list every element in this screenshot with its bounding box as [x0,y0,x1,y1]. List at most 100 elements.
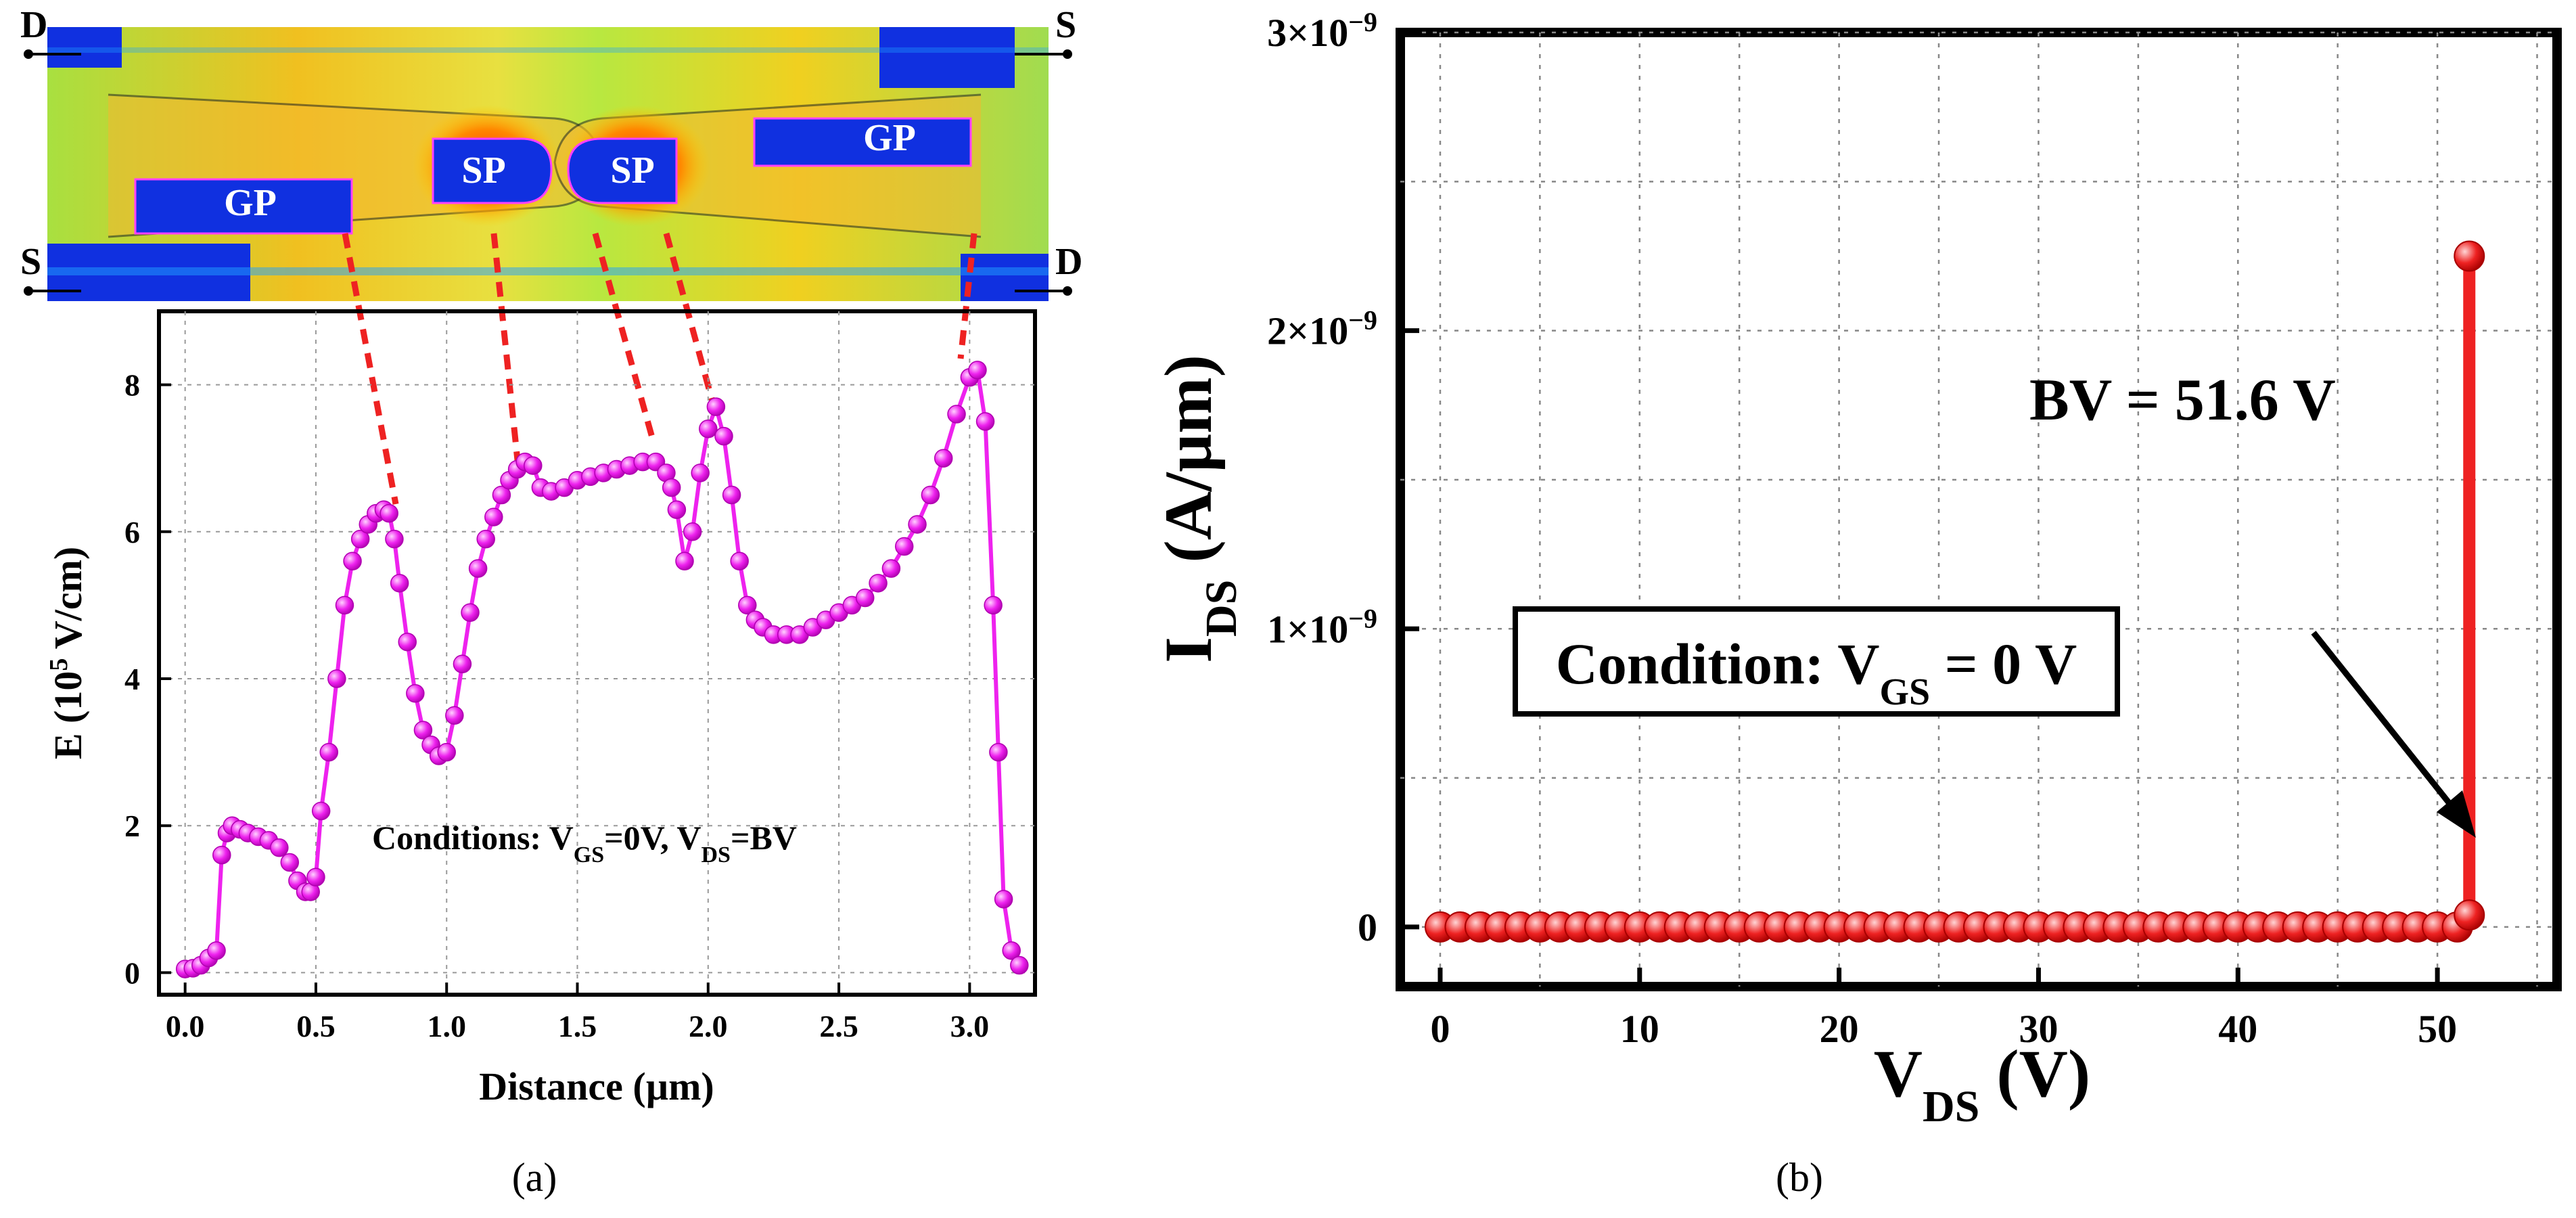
chart-a-ylabel: E (105 V/cm) [45,547,90,759]
chart-a-xlabel: Distance (µm) [479,1064,714,1108]
chart-a-point [738,595,757,615]
chart-b-ytick-label: 2×10−9 [1267,304,1377,353]
correlation-line-2 [490,233,521,461]
chart-b-xtick-label: 10 [1620,1007,1659,1051]
terminal-dot-tl [24,49,33,59]
chart-b-series-line [1440,256,2476,933]
chart-a-point [335,595,354,615]
pocket-gp-right [753,117,972,167]
chart-a-point [894,537,914,556]
chart-a-xtick-label: 3.0 [950,1009,990,1043]
chart-a-point [445,706,464,725]
chart-a-point [461,603,480,623]
chart-b-arrow-shaft [2311,631,2462,817]
bottom-right-contact [961,254,1049,301]
chart-a-point [714,426,733,446]
top-right-contact [879,27,1015,88]
chart-b-xtick-label: 20 [1820,1007,1859,1051]
chart-a-points [175,361,1029,978]
chart-a-ticks: 0.0 0.5 1.0 1.5 2.0 2.5 3.0 0 2 4 6 8 [124,368,989,1043]
chart-b-ytick-label: 0 [1358,905,1377,949]
chart-a-frame [157,309,1037,997]
chart-a-point [675,551,694,570]
chart-a-point [390,574,409,593]
chart-a-xtick-label: 0.0 [166,1009,205,1043]
chart-b-ytick-label: 1×10−9 [1267,603,1377,652]
chart-a-point [270,838,289,857]
chart-b-point [2454,240,2485,272]
chart-a-xtick-label: 0.5 [296,1009,336,1043]
chart-a-point [306,867,325,886]
pocket-label-gp-right: GP [863,117,916,159]
chart-a-xtick-label: 2.5 [819,1009,858,1043]
chart-a-point [994,890,1013,909]
chart-a-point [484,508,503,526]
chart-a-xtick-label: 1.0 [427,1009,466,1043]
chart-a-ytick-label: 4 [124,662,140,696]
chart-a-point [934,449,953,468]
chart-a-point [662,478,681,497]
chart-a-ytick-label: 6 [124,515,140,549]
chart-a-point [722,485,741,505]
chart-a-point [280,853,300,872]
chart-a-point [212,845,231,865]
pocket-label-gp-left: GP [224,182,277,224]
chart-a-point [311,801,331,821]
chart-a-point [921,485,940,505]
top-edge [47,47,1049,53]
chart-b-xtick-label: 30 [2019,1007,2058,1051]
chart-b-bv-annotation: BV = 51.6 V [2029,367,2336,433]
chart-a-point [908,515,927,534]
chart-b-xtick-label: 40 [2218,1007,2257,1051]
chart-a-ytick-label: 8 [124,368,140,403]
chart-b-condition-text: Condition: VGS = 0 V [1556,631,2077,713]
terminal-label-tr: S [1055,4,1076,46]
chart-a-point [398,632,417,652]
chart-a-point [699,420,718,438]
chart-a-point [730,551,749,570]
chart-a-point [327,669,346,688]
chart-a-point [683,522,702,541]
chart-a-point [968,361,987,380]
pocket-sp-left [432,137,553,204]
chart-a-point [1002,941,1021,960]
chart-b-points [1424,240,2485,943]
chart-b-xtick-label: 0 [1430,1007,1450,1051]
terminal-dot-br [1063,286,1072,296]
bottom-edge [47,267,1049,275]
chart-a-point [667,500,687,519]
correlation-line-3 [592,232,656,441]
chart-a-xtick-label: 1.5 [558,1009,597,1043]
chart-a-point [380,503,398,523]
chart-a-point [207,941,226,960]
correlation-lines [342,232,978,505]
chart-a-point [947,405,966,424]
chart-b-ylabel: IDS (A/µm) [1151,355,1246,663]
chart-a-point [468,559,488,578]
chart-a-point [984,595,1003,615]
chart-b-arrow-head [2437,790,2476,838]
chart-b-line [1440,256,2476,933]
chart-a-point [343,551,362,570]
terminal-label-tl: D [20,4,47,46]
chart-b-ytick-label: 3×10−9 [1267,7,1377,55]
correlation-line-1 [342,233,399,505]
chart-b-grid [1400,31,2557,987]
pocket-sp-right [567,137,678,204]
chart-a: 0.0 0.5 1.0 1.5 2.0 2.5 3.0 0 2 4 6 8 Distance (µm)… [45,309,1037,1200]
correlation-line-5 [957,233,978,359]
chart-a-point [691,464,710,482]
chart-a-point [413,721,433,740]
terminal-dot-bl [24,286,33,296]
pocket-label-sp-left: SP [461,150,505,191]
chart-a-point [881,559,901,578]
correlation-line-4 [663,232,717,407]
pocket-label-sp-right: SP [610,150,654,191]
chart-a-point [989,742,1008,762]
chart-b-condition-box [1513,606,2120,717]
chart-a-point [975,412,995,431]
panel-label-a: (a) [512,1155,557,1200]
chart-b-ticks: 0 10 20 30 40 50 0 1×10−9 2×10−9 3×10−9 [1267,7,2457,1052]
chart-b-xlabel: VDS (V) [1874,1036,2090,1131]
